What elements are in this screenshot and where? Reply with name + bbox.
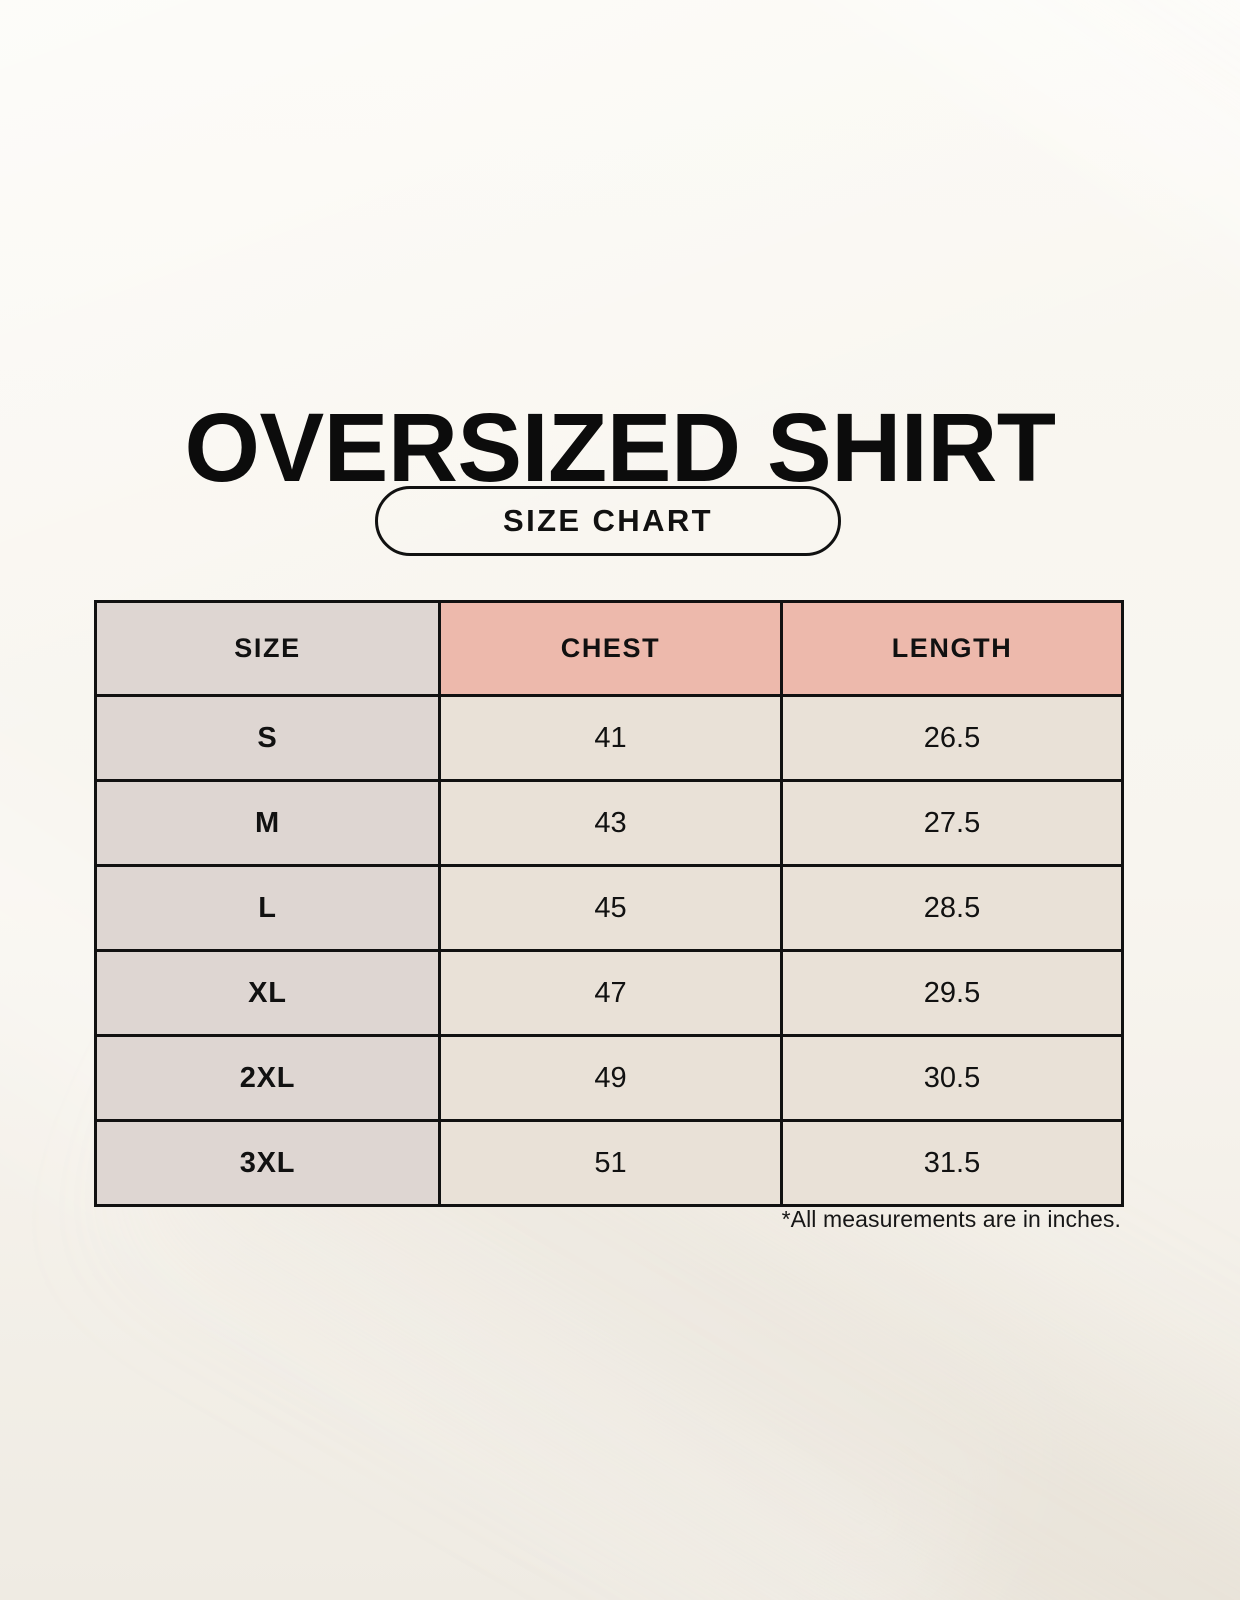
size-chart-badge-label: SIZE CHART — [503, 503, 713, 538]
cell-size: L — [94, 864, 441, 952]
table-header-row: SIZE CHEST LENGTH — [94, 600, 1124, 697]
cell-size: S — [94, 694, 441, 782]
cell-chest: 41 — [438, 694, 783, 782]
cell-size: M — [94, 779, 441, 867]
table-row: L 45 28.5 — [94, 864, 1124, 952]
cell-chest: 47 — [438, 949, 783, 1037]
column-header-size: SIZE — [94, 600, 441, 697]
cell-chest: 45 — [438, 864, 783, 952]
column-header-chest: CHEST — [438, 600, 783, 697]
table-row: XL 47 29.5 — [94, 949, 1124, 1037]
cell-length: 31.5 — [780, 1119, 1124, 1207]
size-chart-table: SIZE CHEST LENGTH S 41 26.5 M 43 27.5 L … — [94, 600, 1124, 1207]
cell-chest: 49 — [438, 1034, 783, 1122]
cell-size: XL — [94, 949, 441, 1037]
cell-length: 30.5 — [780, 1034, 1124, 1122]
cell-length: 29.5 — [780, 949, 1124, 1037]
cell-length: 27.5 — [780, 779, 1124, 867]
cell-size: 2XL — [94, 1034, 441, 1122]
table-row: M 43 27.5 — [94, 779, 1124, 867]
table-row: 3XL 51 31.5 — [94, 1119, 1124, 1207]
column-header-length: LENGTH — [780, 600, 1124, 697]
table-row: S 41 26.5 — [94, 694, 1124, 782]
table-row: 2XL 49 30.5 — [94, 1034, 1124, 1122]
cell-length: 28.5 — [780, 864, 1124, 952]
cell-chest: 51 — [438, 1119, 783, 1207]
page-title: OVERSIZED SHIRT — [184, 392, 1057, 502]
cell-size: 3XL — [94, 1119, 441, 1207]
measurement-units-note: *All measurements are in inches. — [781, 1206, 1121, 1232]
cell-length: 26.5 — [780, 694, 1124, 782]
cell-chest: 43 — [438, 779, 783, 867]
size-chart-badge: SIZE CHART — [375, 486, 841, 556]
background-light-streak — [455, 0, 1240, 462]
